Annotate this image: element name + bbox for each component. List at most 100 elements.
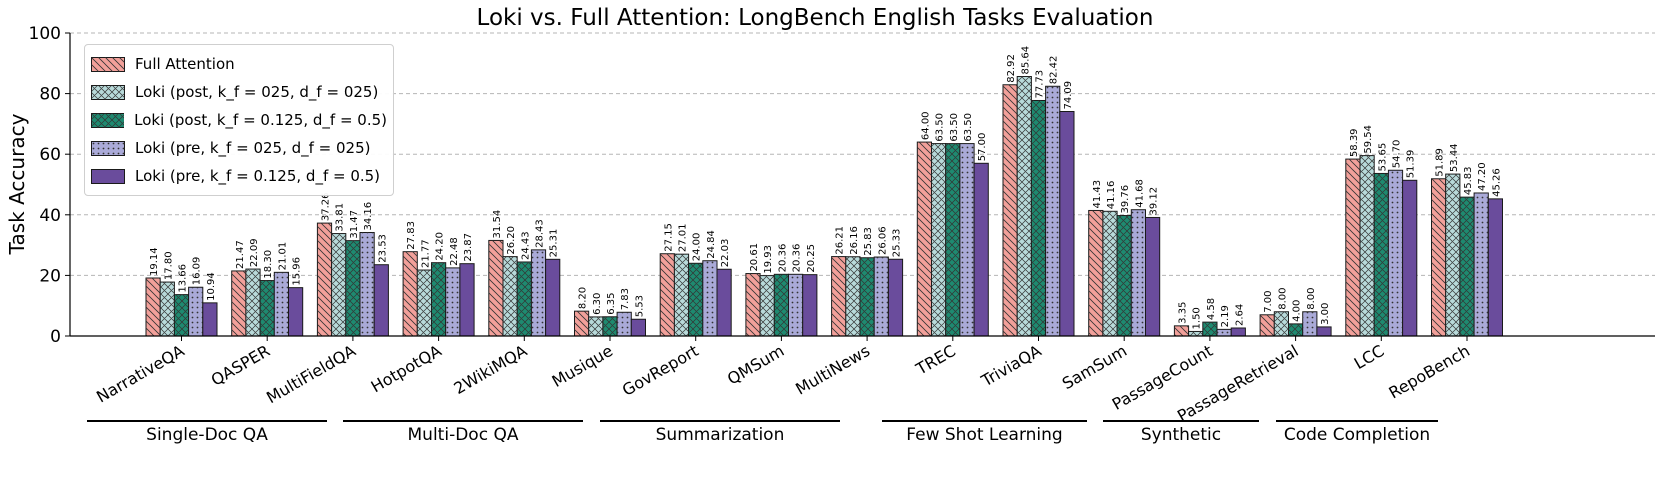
bar-pattern <box>574 311 589 336</box>
data-label: 2.19 <box>1220 305 1231 327</box>
x-tick-label: 2WikiMQA <box>451 341 531 398</box>
data-label: 28.43 <box>535 219 546 248</box>
data-label: 27.83 <box>406 221 417 250</box>
bar <box>1316 326 1332 337</box>
data-label: 23.53 <box>377 234 388 263</box>
bar-pattern <box>146 278 161 336</box>
data-label: 8.00 <box>1277 287 1288 309</box>
data-label: 19.93 <box>763 245 774 274</box>
data-label: 64.00 <box>920 111 931 140</box>
data-label: 24.43 <box>520 231 531 260</box>
bar-pattern <box>1345 159 1360 336</box>
bar-pattern <box>1045 86 1060 337</box>
data-label: 47.20 <box>1477 162 1488 191</box>
data-label: 17.80 <box>163 251 174 280</box>
bar-pattern <box>331 233 346 336</box>
data-label: 3.35 <box>1178 302 1189 324</box>
data-label: 26.16 <box>849 226 860 255</box>
bar <box>373 264 389 337</box>
bar-pattern <box>1260 314 1275 336</box>
data-label: 20.61 <box>749 243 760 272</box>
x-tick-label: Musique <box>549 341 616 391</box>
bar-pattern <box>1202 322 1217 336</box>
group-label: Few Shot Learning <box>906 425 1062 445</box>
data-label: 3.00 <box>1320 303 1331 325</box>
data-label: 51.39 <box>1406 150 1417 179</box>
bar <box>459 263 475 337</box>
bar <box>1145 216 1161 337</box>
bar-pattern <box>1445 174 1460 336</box>
bar-pattern <box>1003 84 1018 336</box>
data-label: 25.31 <box>549 229 560 258</box>
data-label: 58.39 <box>1349 128 1360 157</box>
bar-pattern <box>760 275 775 336</box>
y-tick-label: 0 <box>50 327 61 347</box>
x-tick-label: QASPER <box>208 341 273 390</box>
data-label: 7.83 <box>620 288 631 310</box>
x-tick-label: SamSum <box>1059 341 1130 393</box>
data-label: 31.47 <box>349 210 360 239</box>
bar-pattern <box>1274 311 1289 336</box>
bar <box>1402 179 1418 337</box>
data-label: 41.16 <box>1106 181 1117 210</box>
legend-item: Loki (pre, k_f = 0.125, d_f = 0.5) <box>91 162 387 190</box>
bar-pattern <box>845 256 860 336</box>
data-label: 31.54 <box>492 210 503 239</box>
data-label: 4.58 <box>1206 298 1217 320</box>
data-label: 63.50 <box>949 113 960 142</box>
bar-pattern <box>188 287 203 336</box>
x-tick-label: MultiFieldQA <box>263 341 359 407</box>
data-label: 27.01 <box>678 224 689 253</box>
bar <box>1487 198 1504 337</box>
x-tick-label: TriviaQA <box>977 341 1044 391</box>
y-tick-label: 40 <box>39 206 61 226</box>
data-label: 25.83 <box>863 227 874 256</box>
bar-pattern <box>1388 170 1403 336</box>
bar-pattern <box>959 143 975 336</box>
data-label: 26.06 <box>877 226 888 255</box>
data-label: 5.53 <box>634 295 645 317</box>
legend-swatch <box>91 112 125 128</box>
data-label: 23.87 <box>463 233 474 262</box>
data-label: 22.09 <box>249 238 260 267</box>
y-tick-label: 80 <box>39 85 61 105</box>
data-label: 4.00 <box>1292 300 1303 322</box>
data-label: 82.92 <box>1006 54 1017 83</box>
legend-swatch <box>91 56 125 72</box>
bar-pattern <box>274 272 289 336</box>
bar <box>630 318 646 337</box>
bar-pattern <box>317 223 332 336</box>
bar-pattern <box>345 240 360 336</box>
bar-pattern <box>160 282 175 336</box>
bar <box>1059 111 1075 337</box>
legend-item: Loki (post, k_f = 025, d_f = 025) <box>91 78 387 106</box>
data-label: 27.15 <box>663 223 674 252</box>
group-label: Code Completion <box>1284 425 1430 445</box>
bar-pattern <box>488 240 503 336</box>
bar-pattern <box>503 256 518 336</box>
data-label: 39.76 <box>1120 185 1131 214</box>
bar-pattern <box>531 249 546 336</box>
data-label: 10.94 <box>206 272 217 301</box>
bar-pattern <box>360 232 375 336</box>
legend-label: Full Attention <box>135 55 235 73</box>
data-label: 22.48 <box>449 237 460 266</box>
bar-pattern <box>702 260 717 336</box>
data-label: 2.64 <box>1234 304 1245 326</box>
bar-pattern <box>1474 192 1489 336</box>
data-label: 54.70 <box>1392 140 1403 169</box>
data-label: 24.20 <box>435 232 446 261</box>
bar-pattern <box>1459 197 1475 336</box>
group-brackets-layer: Single-Doc QA Multi-Doc QA Summarization Fe… <box>87 420 1438 445</box>
bar <box>716 268 732 337</box>
data-label: 53.65 <box>1377 143 1388 172</box>
bar-pattern <box>1174 325 1189 336</box>
bar <box>1230 327 1246 337</box>
x-tick-label: TREC <box>912 341 959 379</box>
data-label: 53.44 <box>1449 143 1460 172</box>
data-label: 63.50 <box>963 113 974 142</box>
chart-title: Loki vs. Full Attention: LongBench Engli… <box>477 5 1154 31</box>
data-label: 6.35 <box>606 292 617 314</box>
bar <box>887 258 904 337</box>
